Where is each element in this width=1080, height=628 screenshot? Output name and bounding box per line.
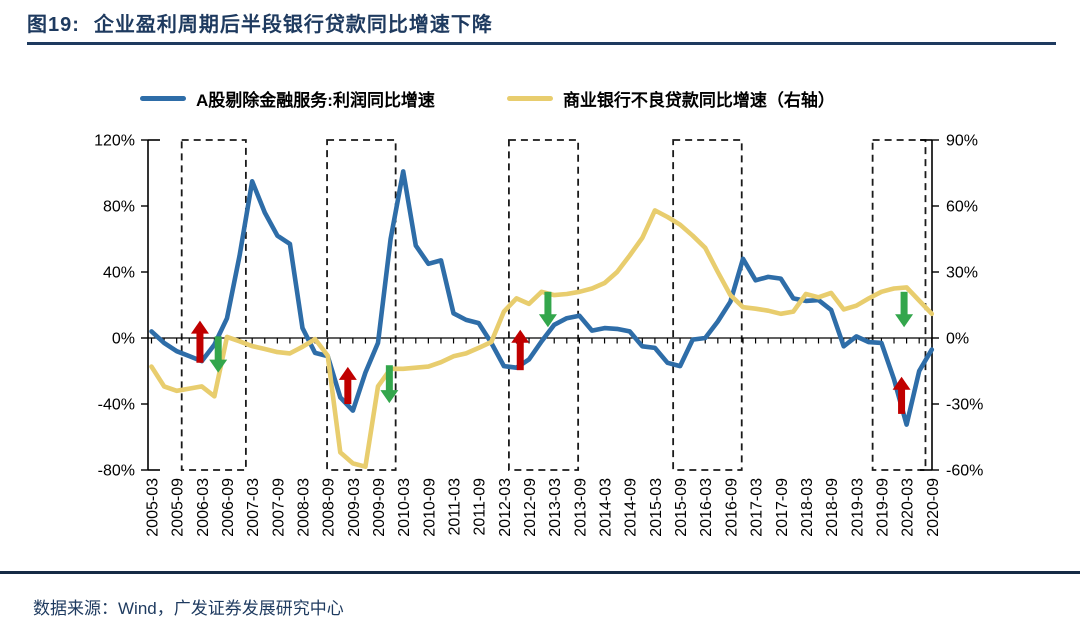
npl-line-swatch-icon	[506, 96, 553, 101]
right-axis-tick-label: 0%	[946, 331, 969, 348]
left-axis-tick-label: -80%	[98, 463, 135, 480]
highlight-box	[672, 139, 743, 471]
x-axis-tick-label: 2017-09	[774, 478, 791, 537]
x-axis-tick-label: 2008-09	[321, 478, 338, 537]
legend-item-profit: A股剔除金融服务:利润同比增速	[140, 86, 435, 111]
right-axis-tick-label: -60%	[946, 463, 983, 480]
x-axis-tick-label: 2010-03	[396, 478, 413, 537]
x-axis-tick-label: 2016-09	[723, 478, 740, 537]
x-axis-tick-label: 2008-03	[296, 478, 313, 537]
x-axis-tick-label: 2018-09	[824, 478, 841, 537]
npl-line	[149, 208, 935, 470]
figure-title: 图19: 企业盈利周期后半段银行贷款同比增速下降	[27, 8, 493, 37]
x-axis-tick-label: 2018-03	[799, 478, 816, 537]
x-axis-tick-label: 2005-09	[170, 478, 187, 537]
x-axis-tick-label: 2009-09	[371, 478, 388, 537]
highlight-box	[508, 139, 580, 471]
x-axis-tick-label: 2006-09	[220, 478, 237, 537]
left-axis-tick-label: 40%	[103, 265, 135, 282]
x-axis-tick-label: 2010-09	[421, 478, 438, 537]
x-axis-tick-label: 2020-09	[925, 478, 942, 537]
up-arrow-head-icon	[190, 320, 209, 334]
left-axis-tick-label: 120%	[94, 133, 135, 150]
profit-line-swatch-icon	[140, 96, 186, 101]
left-axis-tick-label: -40%	[98, 397, 135, 414]
x-axis-tick-label: 2011-09	[472, 478, 489, 536]
bottom-divider	[0, 571, 1080, 574]
x-axis-tick-label: 2011-03	[447, 478, 464, 536]
right-axis-tick-label: 60%	[946, 199, 978, 216]
up-arrow-head-icon	[892, 376, 911, 390]
right-axis-tick-label: 30%	[946, 265, 978, 282]
figure-number: 图19:	[27, 14, 80, 36]
up-arrow-head-icon	[338, 366, 357, 380]
up-arrow-head-icon	[511, 329, 530, 343]
x-axis-tick-label: 2015-03	[648, 478, 665, 537]
left-axis-tick-label: 0%	[112, 331, 135, 348]
x-axis-tick-label: 2020-03	[900, 478, 917, 537]
down-arrow-head-icon	[209, 359, 228, 373]
highlight-box	[871, 139, 927, 471]
x-axis-tick-label: 2007-03	[245, 478, 262, 537]
legend-label-npl: 商业银行不良贷款同比增速（右轴）	[562, 91, 835, 110]
figure-title-text: 企业盈利周期后半段银行贷款同比增速下降	[93, 14, 493, 36]
x-axis-tick-label: 2007-09	[270, 478, 287, 537]
x-axis-tick-label: 2005-03	[145, 478, 162, 537]
x-axis-tick-label: 2009-03	[346, 478, 363, 537]
down-arrow-head-icon	[895, 314, 914, 328]
x-axis-tick-label: 2012-09	[522, 478, 539, 537]
chart-legend: A股剔除金融服务:利润同比增速 商业银行不良贷款同比增速（右轴）	[140, 86, 835, 111]
left-axis-tick-label: 80%	[103, 199, 135, 216]
right-axis-tick-label: 90%	[946, 133, 978, 150]
x-axis-tick-label: 2012-03	[497, 478, 514, 537]
down-arrow-head-icon	[380, 390, 399, 404]
x-axis-tick-label: 2014-09	[623, 478, 640, 537]
highlight-box	[326, 139, 397, 471]
x-axis-tick-label: 2006-03	[195, 478, 212, 537]
down-arrow-head-icon	[538, 314, 557, 328]
title-divider	[27, 42, 1056, 45]
x-axis-tick-label: 2013-03	[547, 478, 564, 537]
x-axis-tick-label: 2014-03	[598, 478, 615, 537]
x-axis-tick-label: 2015-09	[673, 478, 690, 537]
legend-label-profit: A股剔除金融服务:利润同比增速	[196, 91, 435, 110]
right-axis-tick-label: -30%	[946, 397, 983, 414]
x-axis-tick-label: 2016-03	[698, 478, 715, 537]
x-axis-tick-label: 2019-09	[874, 478, 891, 537]
source-note: 数据来源：Wind，广发证券发展研究中心	[33, 599, 344, 618]
x-axis-tick-label: 2017-03	[749, 478, 766, 537]
highlight-box	[180, 139, 247, 471]
x-axis-tick-label: 2019-03	[849, 478, 866, 537]
legend-item-npl: 商业银行不良贷款同比增速（右轴）	[506, 86, 835, 111]
x-axis-tick-label: 2013-09	[572, 478, 589, 537]
